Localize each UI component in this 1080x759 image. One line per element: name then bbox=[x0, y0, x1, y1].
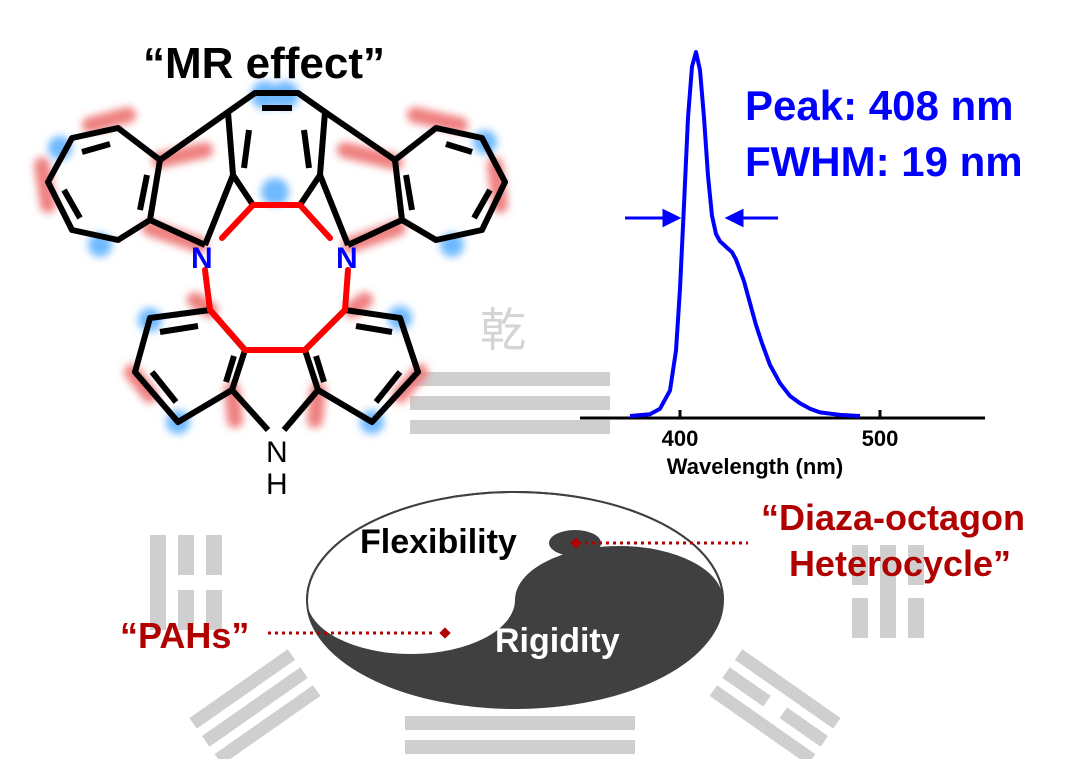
fwhm-annotation: FWHM: 19 nm bbox=[745, 138, 1023, 185]
hydrogen-label: H bbox=[266, 468, 288, 501]
marker-diamond bbox=[570, 537, 582, 549]
x-axis-label: Wavelength (nm) bbox=[667, 454, 843, 479]
trigram-bar bbox=[189, 649, 296, 729]
rigidity-label: Rigidity bbox=[495, 622, 620, 660]
bonds bbox=[45, 90, 508, 433]
trigram-bar bbox=[908, 598, 924, 638]
trigram-bar bbox=[214, 685, 321, 759]
trigram-bar bbox=[178, 535, 194, 575]
trigram-bar bbox=[178, 590, 194, 630]
emission-spectrum: Peak: 408 nm FWHM: 19 nm 400 500 Wavelen… bbox=[580, 50, 1023, 479]
watermark-glyph: 乾 bbox=[480, 304, 526, 356]
trigram-bar bbox=[734, 649, 841, 729]
nitrogen-label: N bbox=[191, 242, 213, 275]
peak-annotation: Peak: 408 nm bbox=[745, 82, 1014, 129]
spectrum-series-line bbox=[629, 50, 861, 418]
diaza-octagon-bonds bbox=[202, 202, 351, 353]
x-tick-label: 500 bbox=[862, 426, 899, 451]
yin-yang-symbol: Flexibility Rigidity “Diaza-octagon Hete… bbox=[120, 491, 1025, 709]
nitrogen-label: N bbox=[336, 242, 358, 275]
trigram-bar bbox=[405, 716, 635, 730]
trigram-bar bbox=[779, 707, 829, 747]
trigram-bar bbox=[908, 545, 924, 585]
diaza-octagon-label: “Diaza-octagon bbox=[761, 497, 1025, 538]
trigram-bar bbox=[410, 396, 610, 410]
trigram-bar bbox=[206, 590, 222, 630]
molecule-structure: N N N H “MR effect” bbox=[34, 39, 508, 501]
heterocycle-label: Heterocycle” bbox=[789, 543, 1011, 584]
trigram-bar bbox=[410, 372, 610, 386]
x-tick-label: 400 bbox=[662, 426, 699, 451]
pahs-label: “PAHs” bbox=[120, 615, 249, 656]
flexibility-label: Flexibility bbox=[360, 523, 517, 561]
trigram-bar bbox=[150, 535, 166, 630]
x-ticks bbox=[678, 410, 882, 418]
trigram-bar bbox=[206, 535, 222, 575]
mr-effect-title: “MR effect” bbox=[143, 39, 385, 88]
yin-dark-half bbox=[307, 546, 723, 708]
trigram-bar bbox=[722, 667, 771, 707]
trigram-bar bbox=[410, 420, 610, 434]
trigram-bar bbox=[405, 740, 635, 754]
trigram-bar bbox=[852, 545, 868, 585]
bagua-watermark: 乾 bbox=[150, 304, 924, 759]
trigram-bar bbox=[852, 598, 868, 638]
marker-diamond bbox=[439, 627, 451, 639]
fwhm-arrows bbox=[625, 208, 778, 228]
nitrogen-label: N bbox=[266, 436, 288, 469]
trigram-bar bbox=[201, 667, 308, 747]
trigram-bar bbox=[709, 685, 816, 759]
trigram-bar bbox=[880, 545, 896, 638]
